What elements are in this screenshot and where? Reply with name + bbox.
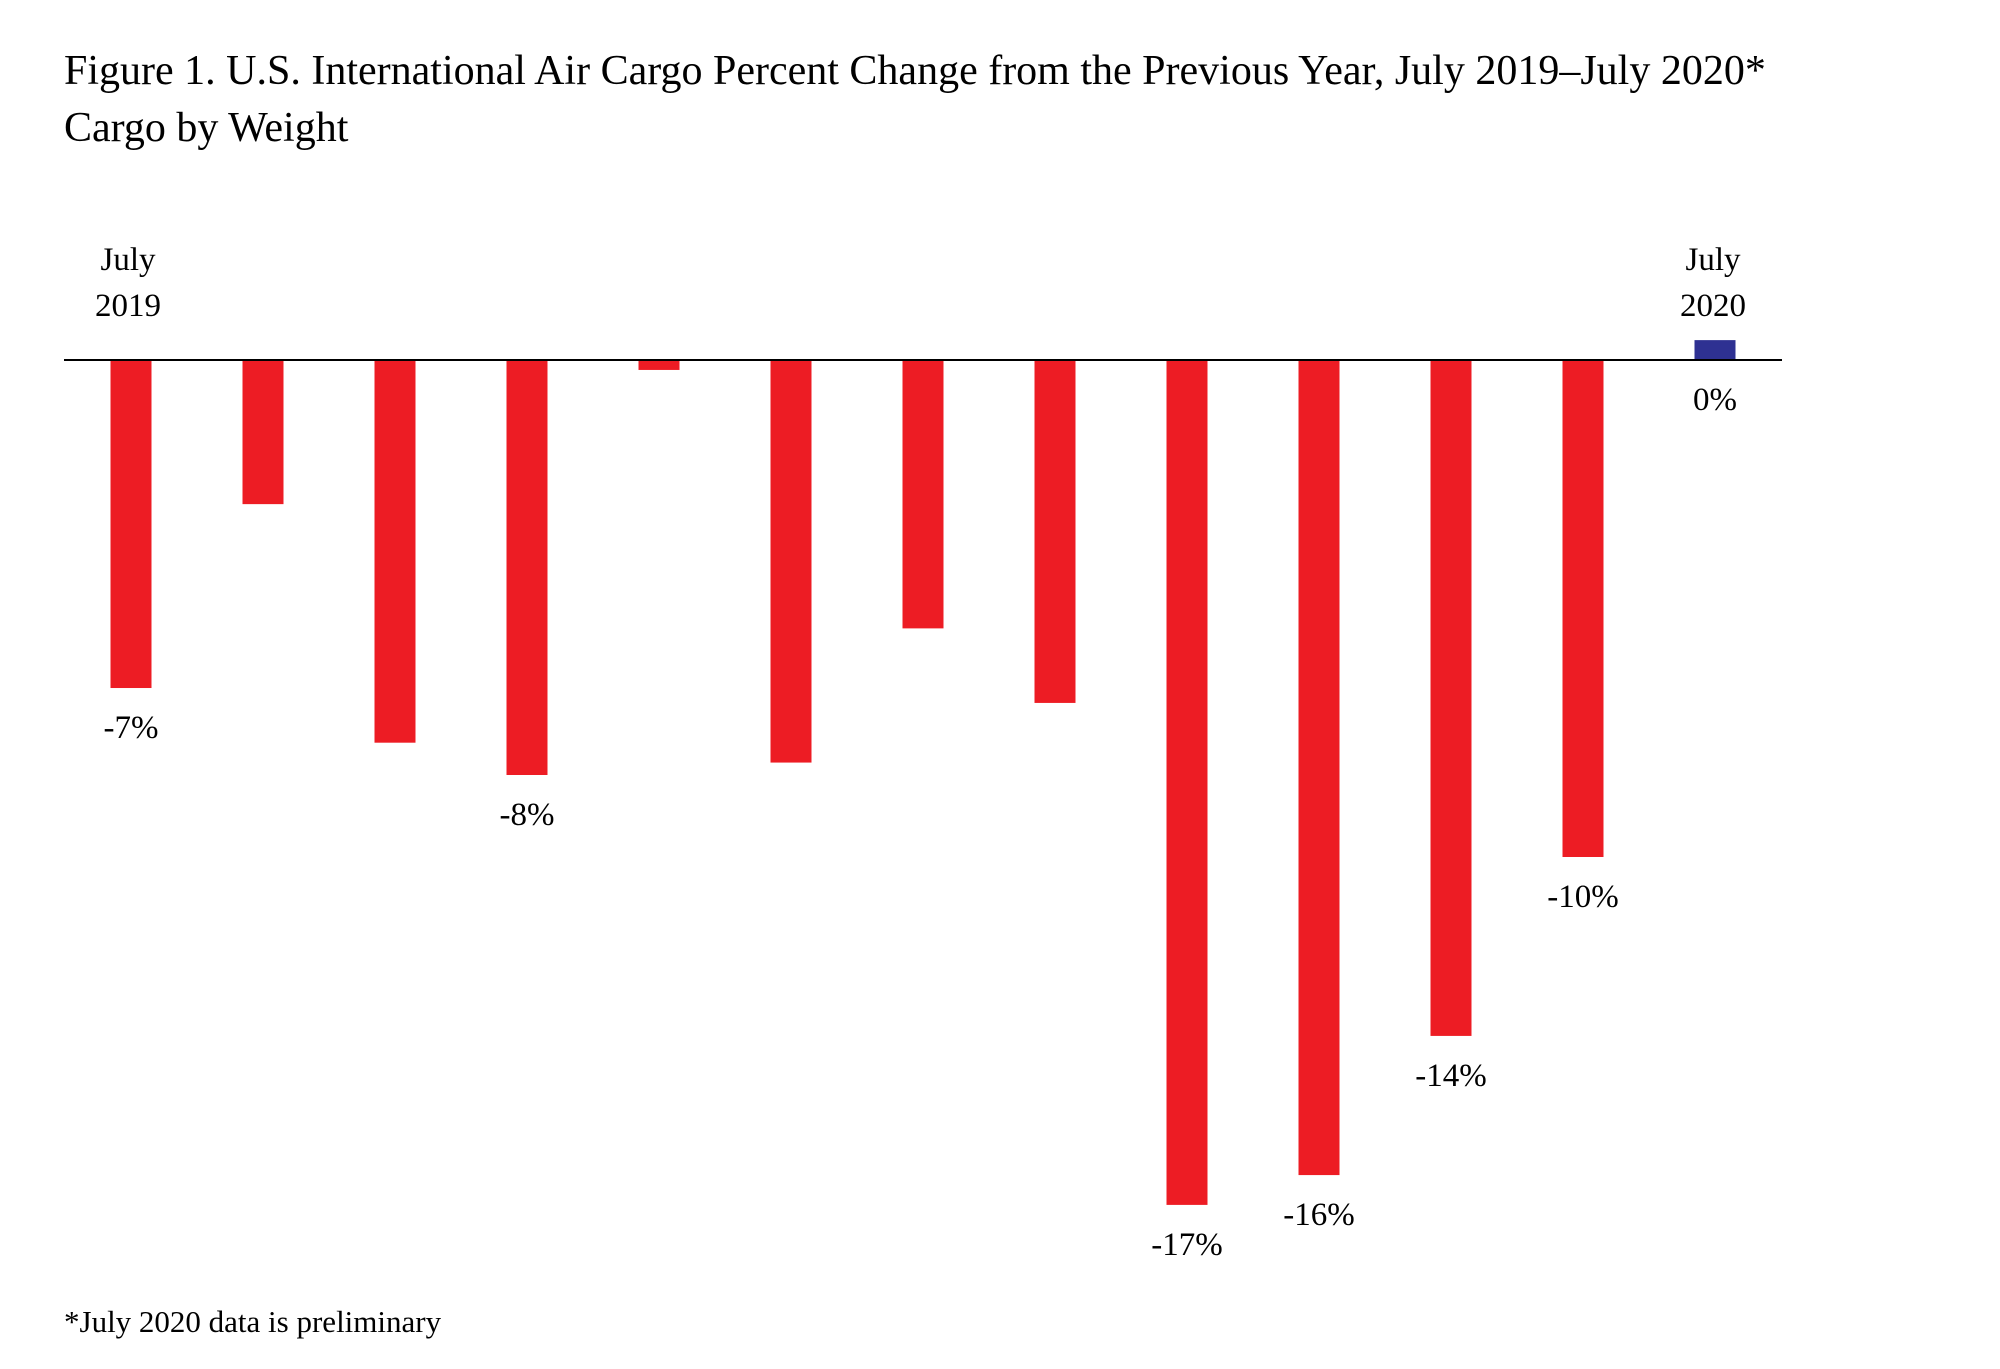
chart-title: Figure 1. U.S. International Air Cargo P… bbox=[64, 48, 1766, 94]
data-label: -16% bbox=[1283, 1197, 1354, 1233]
last-label-year: 2020 bbox=[1680, 288, 1746, 324]
bar-aug-2019 bbox=[242, 360, 284, 505]
data-label: -8% bbox=[500, 797, 555, 833]
bar-oct-2019 bbox=[506, 360, 548, 775]
chart-subtitle: Cargo by Weight bbox=[64, 105, 349, 151]
last-label-month: July bbox=[1685, 242, 1741, 278]
first-label-year: 2019 bbox=[95, 288, 161, 324]
data-label: 0% bbox=[1693, 382, 1737, 418]
bar-nov-2019 bbox=[638, 360, 680, 370]
bar-feb-2020 bbox=[1034, 360, 1076, 703]
data-label: -17% bbox=[1151, 1227, 1222, 1263]
data-label: -14% bbox=[1415, 1058, 1486, 1094]
footnote: *July 2020 data is preliminary bbox=[64, 1304, 442, 1339]
bar-jan-2020 bbox=[902, 360, 944, 629]
bar-jul-2019 bbox=[110, 360, 152, 689]
bar-jun-2020 bbox=[1562, 360, 1604, 857]
bar-apr-2020 bbox=[1298, 360, 1340, 1176]
bar-jul-2020 bbox=[1694, 340, 1736, 360]
data-label: -10% bbox=[1547, 879, 1618, 915]
bar-mar-2020 bbox=[1166, 360, 1208, 1205]
bar-dec-2019 bbox=[770, 360, 812, 763]
bar-sep-2019 bbox=[374, 360, 416, 743]
first-label-month: July bbox=[100, 242, 156, 278]
bar-may-2020 bbox=[1430, 360, 1472, 1036]
data-label: -7% bbox=[104, 710, 159, 746]
